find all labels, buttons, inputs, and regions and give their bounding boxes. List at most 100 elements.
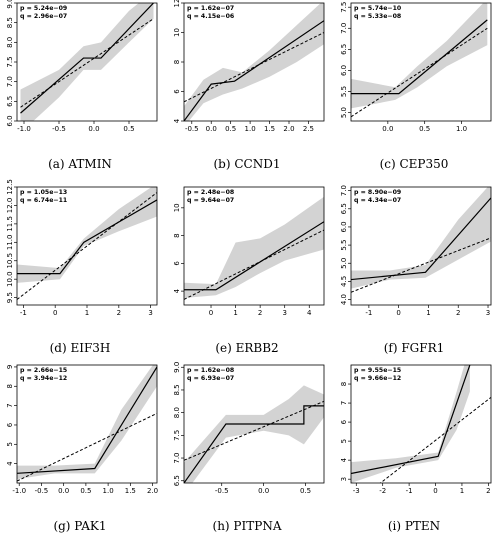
panel-caption: (c) CEP350 [379, 157, 449, 171]
linear-fit-line [17, 412, 157, 482]
y-tick-label: 5 [340, 439, 348, 443]
p-value-label: p = 2.66e−15 [20, 367, 67, 374]
y-tick-label: 10 [173, 203, 181, 212]
y-tick-label: 10 [173, 28, 181, 37]
panel-chart: -0.5 0.0 0.5 1.0 1.5 2.0 2.5 4 6 8 10 12 p = 1.62e−0… [173, 0, 325, 133]
x-tick-label: 2 [456, 309, 460, 317]
panel-caption: (i) PTEN [387, 519, 441, 533]
x-tick-label: 0.5 [300, 487, 311, 495]
x-tick-label: 2 [117, 309, 121, 317]
q-value-label: q = 2.96e−07 [20, 13, 67, 20]
plot-area [351, 365, 491, 483]
linear-fit-line [351, 27, 488, 118]
panel-caption: (h) PITPNA [212, 519, 282, 533]
panel-chart: -1 0 1 2 3 9.5 10.0 10.5 11.0 11.5 12.0 12.5 p = 1.0… [6, 179, 158, 317]
y-tick-label: 12.0 [6, 198, 14, 214]
x-tick-label: -1 [406, 487, 413, 495]
segmented-fit-line [20, 3, 154, 114]
panel-caption: (f) FGFR1 [383, 341, 445, 355]
x-tick-label: 0.5 [80, 487, 91, 495]
plot-area [351, 3, 488, 118]
confidence-band [184, 196, 324, 299]
y-tick-label: 3 [340, 477, 348, 481]
x-tick-label: -1 [365, 309, 372, 317]
y-tick-label: 6.0 [340, 221, 348, 232]
y-tick-label: 7.5 [173, 430, 181, 441]
plot-area [184, 196, 324, 300]
x-tick-label: 2.0 [147, 487, 158, 495]
panel-chart: -1.0 -0.5 0.0 0.5 1.0 1.5 2.0 4 5 6 7 8 9 p = 2.66e−1… [6, 364, 158, 495]
plot-frame [183, 186, 325, 306]
x-tick-label: -0.5 [35, 487, 49, 495]
plot-frame [183, 364, 325, 484]
y-tick-label: 8 [173, 233, 181, 237]
y-tick-label: 7 [340, 401, 348, 405]
plot-area [184, 3, 324, 121]
linear-fit-line [379, 396, 491, 483]
y-tick-label: 6 [173, 89, 181, 94]
x-tick-label: 3 [148, 309, 152, 317]
y-tick-label: 8 [173, 60, 181, 64]
x-tick-label: -0.5 [215, 487, 229, 495]
y-tick-label: 5.5 [340, 240, 348, 251]
x-tick-label: 1 [85, 309, 89, 317]
p-value-label: p = 1.62e−08 [187, 367, 234, 374]
x-tick-label: 1.0 [456, 125, 467, 133]
panel-chart: -1 0 1 2 3 4.0 4.5 5.0 5.5 6.0 6.5 7.0 p = 8.90e−09q… [340, 185, 492, 317]
segmented-fit-line [184, 405, 324, 483]
x-tick-label: 2 [258, 309, 262, 317]
y-tick-label: 6.0 [6, 115, 14, 126]
plot-area [351, 187, 491, 293]
y-tick-label: 6.5 [173, 475, 181, 486]
p-value-label: p = 2.48e−08 [187, 189, 234, 196]
x-tick-label: 3 [486, 309, 490, 317]
x-tick-label: 0.0 [206, 125, 217, 133]
x-tick-label: 1.0 [103, 487, 114, 495]
panel-caption: (d) EIF3H [49, 341, 111, 355]
x-tick-label: 0 [209, 309, 213, 317]
x-tick-label: 0.0 [58, 487, 69, 495]
linear-fit-line [20, 18, 154, 108]
q-value-label: q = 9.66e−12 [354, 375, 401, 382]
y-tick-label: 7.0 [340, 23, 348, 34]
panel-caption: (g) PAK1 [53, 519, 107, 533]
confidence-band [351, 3, 488, 109]
y-tick-label: 10.0 [6, 271, 14, 287]
panel-cep350: 0.0 0.5 1.0 5.0 5.5 6.0 6.5 7.0 7.5 p = 5.74e−10 q… [334, 0, 494, 180]
x-tick-label: -0.5 [52, 125, 66, 133]
p-value-label: p = 1.62e−07 [187, 5, 234, 12]
y-tick-label: 5.0 [340, 107, 348, 118]
confidence-band [184, 385, 324, 483]
plot-area [17, 187, 157, 300]
y-tick-label: 6.5 [6, 96, 14, 107]
panel-chart: -0.5 0.0 0.5 6.5 7.0 7.5 8.0 8.5 9.0 p = 1.62e−08… [173, 362, 325, 495]
p-value-label: p = 9.55e−15 [354, 367, 401, 374]
x-tick-label: 0.0 [88, 125, 99, 133]
y-tick-label: 5.5 [340, 86, 348, 97]
p-value-label: p = 8.90e−09 [354, 189, 401, 196]
confidence-band [351, 365, 470, 483]
panel-pten: -3 -2 -1 0 1 2 3 4 5 6 7 8 p = 9.55e−15 q = 9.66e−12 … [334, 362, 494, 542]
plot-area [20, 3, 154, 121]
x-tick-label: -1 [20, 309, 27, 317]
plot-frame [16, 364, 158, 484]
y-tick-label: 6 [173, 261, 181, 266]
panel-caption: (e) ERBB2 [215, 341, 279, 355]
x-tick-label: 4 [307, 309, 312, 317]
panel-pitpna: -0.5 0.0 0.5 6.5 7.0 7.5 8.0 8.5 9.0 p = 1.62e−08… [167, 362, 327, 542]
y-tick-label: 7.5 [340, 2, 348, 13]
y-tick-label: 6.5 [340, 203, 348, 214]
y-tick-label: 5 [6, 442, 14, 446]
y-tick-label: 8.0 [6, 37, 14, 48]
y-tick-label: 5.0 [340, 258, 348, 269]
y-tick-label: 4 [173, 288, 181, 293]
y-tick-label: 4.5 [340, 276, 348, 287]
panel-chart: -3 -2 -1 0 1 2 3 4 5 6 7 8 p = 9.55e−15q = 9.66e−12 [340, 364, 492, 495]
q-value-label: q = 3.94e−12 [20, 375, 67, 382]
q-value-label: q = 6.93e−07 [187, 375, 234, 382]
plot-area [17, 365, 157, 482]
y-tick-label: 4 [173, 118, 181, 123]
segmented-fit-line [351, 19, 488, 95]
y-tick-label: 9.0 [173, 362, 181, 373]
p-value-label: p = 5.24e−09 [20, 5, 67, 12]
